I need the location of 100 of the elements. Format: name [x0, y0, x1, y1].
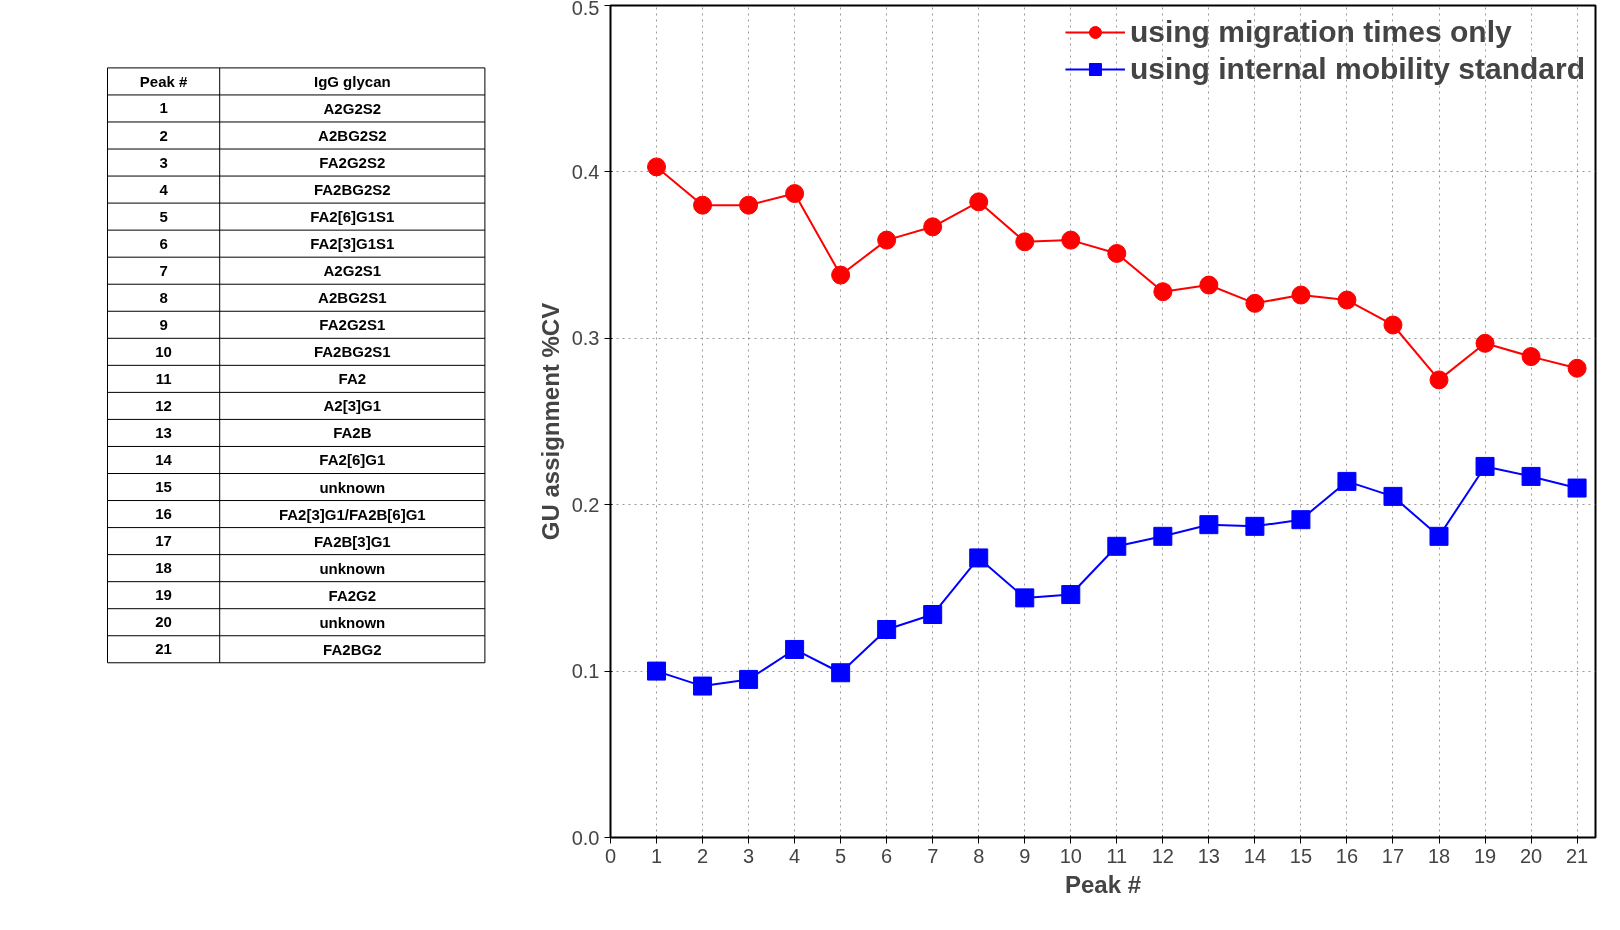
y-tick-label: 0.4	[571, 160, 600, 183]
point	[1337, 471, 1357, 491]
text: FA2BG2	[323, 640, 382, 658]
point	[647, 661, 667, 681]
text: 1	[159, 99, 168, 117]
point	[1337, 290, 1357, 310]
point	[1521, 347, 1541, 367]
point	[785, 184, 805, 204]
text: 14	[155, 450, 173, 468]
y-tick-label: 0.3	[571, 327, 600, 350]
text: 16	[155, 505, 172, 523]
x-tick-label: 2	[696, 844, 709, 867]
point	[1245, 293, 1265, 313]
text: 17	[155, 532, 172, 550]
point	[739, 669, 759, 689]
point	[1383, 315, 1403, 335]
x-tick-label: 4	[789, 844, 801, 867]
point	[923, 217, 943, 237]
text: 3	[159, 153, 168, 171]
point	[1015, 232, 1035, 252]
text: 2	[159, 126, 168, 144]
y-tick-label: 0.2	[571, 493, 600, 516]
x-tick-label: 0	[604, 844, 617, 867]
x-tick-label: 18	[1427, 844, 1451, 867]
point	[1015, 588, 1035, 608]
x-axis-title: Peak #	[1064, 870, 1142, 898]
x-tick-label: 7	[927, 844, 939, 867]
text: FA2BG2S1	[313, 343, 391, 361]
text: 13	[155, 423, 172, 441]
point	[831, 663, 851, 683]
point	[877, 620, 897, 639]
point	[647, 157, 667, 177]
point	[785, 639, 805, 659]
text: A2BG2S1	[318, 289, 387, 307]
x-tick-label: 16	[1335, 844, 1359, 867]
text: FA2G2	[328, 586, 377, 604]
x-tick-label: 13	[1197, 844, 1220, 867]
point	[969, 548, 989, 568]
text: 10	[155, 342, 172, 360]
text: unknown	[319, 613, 386, 631]
y-tick-label: 0.5	[571, 0, 600, 19]
x-tick-label: 10	[1059, 844, 1082, 867]
y-axis-title: GU assignment %CV	[536, 302, 564, 541]
text: IgG glycan	[313, 72, 391, 90]
text: 20	[155, 613, 172, 631]
text: FA2[6]G1	[319, 451, 386, 469]
point	[1429, 526, 1449, 546]
text: 19	[155, 586, 172, 604]
text: Peak #	[139, 72, 189, 90]
point	[969, 192, 989, 212]
point	[1061, 230, 1081, 250]
text: A2G2S1	[323, 262, 382, 280]
x-tick-label: 17	[1381, 844, 1405, 867]
point	[877, 230, 897, 250]
point	[1199, 275, 1219, 295]
legend-label: using internal mobility standard	[1129, 52, 1585, 86]
point	[739, 195, 759, 215]
x-tick-label: 19	[1473, 844, 1497, 867]
point	[831, 265, 851, 285]
x-tick-label: 11	[1106, 844, 1128, 867]
x-tick-label: 9	[1019, 844, 1031, 867]
y-tick-label: 0.0	[571, 826, 600, 849]
text: 11	[155, 369, 172, 387]
point	[1199, 515, 1219, 535]
text: FA2B[3]G1	[313, 532, 391, 550]
text: A2G2S2	[323, 99, 382, 117]
text: 21	[155, 640, 172, 658]
text: 8	[159, 288, 168, 306]
text: FA2G2S2	[319, 154, 386, 172]
point	[1383, 486, 1403, 506]
point	[1291, 285, 1311, 305]
point	[1567, 358, 1587, 378]
text: unknown	[319, 559, 386, 577]
point	[1153, 526, 1173, 546]
point	[1245, 516, 1265, 536]
text: FA2BG2S2	[313, 181, 391, 199]
point	[1107, 243, 1127, 263]
text: 12	[155, 396, 172, 414]
point	[1521, 466, 1541, 486]
x-tick-label: 6	[881, 844, 893, 867]
point	[1107, 536, 1127, 556]
point	[1475, 456, 1495, 476]
x-tick-label: 8	[973, 844, 985, 867]
text: 18	[155, 559, 172, 577]
text: 15	[155, 478, 172, 496]
text: unknown	[319, 478, 386, 496]
point	[923, 605, 943, 625]
point	[1567, 478, 1587, 498]
x-tick-label: 1	[650, 844, 663, 867]
text: FA2[3]G1S1	[310, 235, 395, 253]
text: 7	[159, 261, 168, 279]
text: FA2[3]G1/FA2B[6]G1	[278, 505, 426, 523]
text: 9	[159, 315, 168, 333]
text: FA2B	[333, 424, 372, 442]
text: FA2[6]G1S1	[310, 208, 395, 226]
text: FA2	[338, 370, 367, 388]
text: FA2G2S1	[319, 316, 386, 334]
point	[1291, 510, 1311, 530]
point	[693, 195, 713, 215]
x-tick-label: 15	[1289, 844, 1313, 867]
